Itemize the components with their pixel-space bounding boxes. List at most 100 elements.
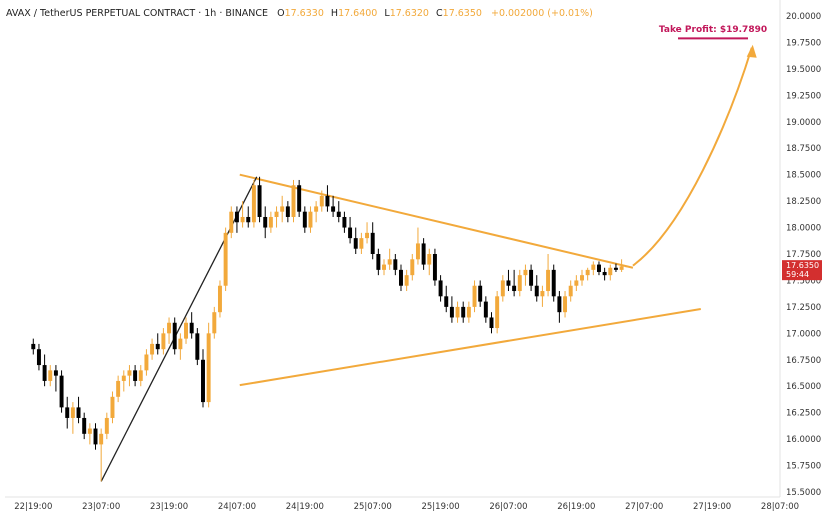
candle	[348, 216, 353, 244]
candle	[291, 179, 296, 223]
candle-body	[342, 216, 347, 228]
current-price-tag: 17.6350 59:44	[782, 260, 822, 281]
y-tick-label: 20.0000	[786, 12, 821, 22]
candle	[365, 222, 370, 244]
candle	[523, 264, 528, 286]
trendline-lower[interactable]	[239, 308, 701, 387]
candle-body	[353, 238, 358, 249]
candle	[382, 259, 386, 276]
projection-arrow[interactable]	[632, 44, 757, 267]
candle-body	[506, 280, 511, 286]
low-value: 17.6320	[390, 8, 429, 19]
candle-body	[483, 301, 488, 318]
candle-body	[529, 269, 534, 286]
candle-body	[449, 306, 454, 318]
candle	[619, 259, 624, 272]
candle	[268, 211, 273, 233]
candle-body	[574, 280, 579, 286]
candle	[82, 412, 87, 440]
candle	[297, 179, 302, 217]
candle	[87, 423, 92, 445]
chart-header: AVAX / TetherUS PERPETUAL CONTRACT · 1h …	[6, 8, 593, 19]
y-tick-label: 16.2500	[786, 409, 821, 419]
candle-body	[251, 185, 256, 223]
candle	[31, 338, 36, 355]
candle-body	[285, 206, 290, 217]
candle	[376, 248, 381, 276]
candle	[229, 206, 234, 239]
candle-body	[150, 343, 155, 355]
candle	[127, 365, 132, 387]
y-tick-label: 19.0000	[786, 118, 821, 128]
y-tick-label: 16.0000	[786, 435, 821, 445]
candle-body	[172, 322, 177, 350]
candle-body	[551, 269, 556, 297]
y-tick-label: 15.7500	[786, 462, 821, 472]
candle	[466, 301, 471, 323]
candle-body	[76, 407, 81, 418]
candle-body	[625, 266, 630, 268]
candle-body	[167, 322, 172, 334]
candle-body	[540, 291, 545, 297]
y-tick-label: 18.7500	[786, 144, 821, 154]
projection-curve[interactable]	[632, 47, 753, 267]
candle	[410, 254, 415, 281]
take-profit-marker[interactable]: Take Profit: $19.7890	[659, 25, 767, 40]
candle	[155, 333, 160, 355]
candle	[557, 291, 562, 323]
candle	[546, 254, 551, 297]
candle	[472, 280, 477, 313]
x-tick-label: 25|19:00	[421, 502, 459, 512]
candle	[167, 317, 172, 344]
candle-body	[274, 211, 279, 217]
candle	[427, 248, 432, 276]
candle-body	[297, 185, 302, 212]
candle-body	[127, 370, 132, 376]
y-tick-label: 19.5000	[786, 65, 821, 75]
candle-body	[585, 269, 590, 276]
candle-body	[308, 211, 313, 228]
price-tag-background	[782, 260, 822, 281]
candle-body	[489, 317, 494, 329]
candle	[568, 280, 573, 302]
candle-body	[393, 259, 398, 270]
trendline-upper[interactable]	[239, 173, 634, 269]
candle-body	[217, 285, 222, 313]
candle-body	[444, 296, 449, 307]
candle	[223, 227, 228, 292]
candle	[59, 370, 64, 413]
candle	[201, 349, 205, 408]
candle-body	[359, 238, 364, 249]
candle	[540, 285, 545, 307]
candle-body	[268, 216, 273, 228]
candle-body	[410, 259, 415, 276]
x-tick-label: 24|07:00	[218, 502, 256, 512]
candle-body	[596, 264, 601, 272]
take-profit-label: Take Profit: $19.7890	[659, 25, 767, 35]
candle-body	[319, 195, 324, 207]
candle-body	[517, 275, 522, 292]
candle-body	[461, 306, 466, 318]
trendline-impulse[interactable]	[100, 176, 258, 482]
candle-body	[104, 417, 109, 434]
candle	[285, 201, 290, 223]
candle	[336, 201, 341, 223]
candle-body	[563, 296, 568, 313]
x-tick-label: 27|07:00	[625, 502, 663, 512]
candle	[138, 365, 143, 387]
candle-body	[121, 375, 126, 381]
open-label: O	[277, 8, 284, 19]
candle	[359, 232, 364, 254]
price-tag-countdown: 59:44	[786, 270, 809, 279]
candle-body	[240, 216, 245, 223]
candle-body	[161, 333, 166, 350]
candle-body	[291, 185, 296, 217]
candle-body	[53, 370, 58, 376]
candle-body	[415, 243, 420, 260]
candle	[76, 396, 81, 424]
candle	[461, 301, 466, 323]
y-tick-label: 17.0000	[786, 329, 821, 339]
candle-body	[178, 338, 183, 350]
candle	[178, 333, 183, 360]
